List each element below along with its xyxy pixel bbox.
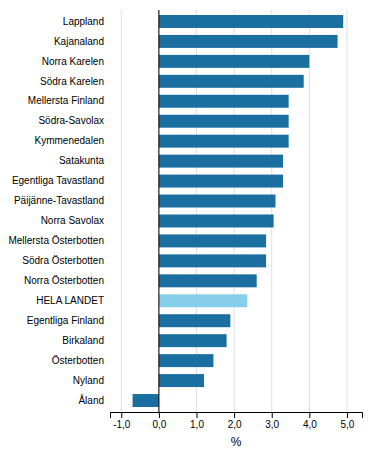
y-axis: Lappland Kajanaland Norra Karelen Södra Kar…	[8, 16, 110, 406]
x-tick-label: 3,0	[265, 419, 279, 430]
y-tick-label: Norra Savolax	[41, 215, 104, 226]
y-tick: Södra-Savolax	[38, 115, 110, 126]
x-tick: -1,0	[113, 412, 131, 430]
bar	[159, 135, 289, 148]
bar	[159, 15, 343, 28]
chart: -1,0 0,0 1,0 2,0 3,0 4,0 5,0 Lappland Kajanaland…	[0, 0, 378, 454]
x-tick-label: 5,0	[341, 419, 355, 430]
y-tick-label: Södra Österbotten	[22, 255, 104, 266]
bar	[159, 254, 266, 267]
y-tick-label: HELA LANDET	[36, 295, 104, 306]
y-tick-label: Södra Karelen	[40, 76, 104, 87]
y-tick: Birkaland	[62, 335, 110, 346]
x-tick-label: -1,0	[113, 419, 131, 430]
y-tick: Norra Karelen	[42, 56, 110, 67]
y-tick-label: Satakunta	[59, 155, 104, 166]
x-tick: 5,0	[341, 412, 355, 430]
plot: -1,0 0,0 1,0 2,0 3,0 4,0 5,0 Lappland Kajanaland…	[8, 10, 362, 430]
x-axis-line	[111, 413, 363, 419]
y-tick: Åland	[78, 394, 110, 406]
bar	[159, 354, 214, 367]
x-tick: 3,0	[265, 412, 279, 430]
x-axis: -1,0 0,0 1,0 2,0 3,0 4,0 5,0	[111, 412, 363, 430]
y-tick: Egentliga Finland	[27, 315, 110, 326]
y-tick-label: Österbotten	[52, 355, 104, 366]
y-tick-label: Nyland	[73, 375, 104, 386]
y-tick: Österbotten	[52, 355, 110, 366]
y-tick: Lappland	[63, 16, 110, 27]
y-tick: Södra Österbotten	[22, 255, 110, 266]
x-tick-mark	[121, 412, 122, 418]
grid-line	[309, 10, 310, 412]
grid-line	[158, 10, 159, 412]
bar	[159, 234, 266, 247]
grid-line	[271, 10, 272, 412]
bar	[159, 115, 289, 128]
y-tick: Kajanaland	[54, 36, 110, 47]
bar	[159, 35, 338, 48]
x-tick-mark	[347, 412, 348, 418]
x-tick: 0,0	[152, 412, 166, 430]
x-tick-mark	[272, 412, 273, 418]
bars	[133, 10, 344, 412]
y-tick-label: Kymmenedalen	[35, 135, 104, 146]
x-tick: 1,0	[190, 412, 204, 430]
bar	[159, 294, 247, 307]
bar	[159, 75, 304, 88]
bar	[159, 175, 283, 188]
grid	[121, 10, 347, 412]
grid-line	[196, 10, 197, 412]
baseline	[158, 10, 159, 412]
y-tick: Södra Karelen	[40, 76, 110, 87]
x-tick-label: 4,0	[303, 419, 317, 430]
x-tick-label: 0,0	[152, 419, 166, 430]
bar	[159, 195, 276, 208]
y-tick: Kymmenedalen	[35, 135, 110, 146]
x-tick-mark	[159, 412, 160, 418]
grid-line	[121, 10, 122, 412]
bar	[159, 274, 257, 287]
y-tick-label: Norra Karelen	[42, 56, 104, 67]
y-tick-label: Norra Österbotten	[24, 275, 104, 286]
y-tick-label: Mellersta Finland	[28, 95, 104, 106]
y-tick-label: Päijänne-Tavastland	[14, 195, 104, 206]
y-tick: Norra Österbotten	[24, 275, 110, 286]
bar	[159, 55, 309, 68]
y-tick: Norra Savolax	[41, 215, 110, 226]
y-tick-label: Birkaland	[62, 335, 104, 346]
bar	[159, 334, 227, 347]
y-tick-label: Egentliga Tavastland	[12, 175, 104, 186]
grid-line	[234, 10, 235, 412]
x-tick-mark	[197, 412, 198, 418]
y-tick: Satakunta	[59, 155, 110, 166]
bar	[159, 214, 274, 227]
y-tick: Egentliga Tavastland	[12, 175, 110, 186]
grid-line	[346, 10, 347, 412]
x-tick-mark	[309, 412, 310, 418]
x-tick-label: 2,0	[228, 419, 242, 430]
y-tick-label: Åland	[78, 394, 104, 406]
y-tick: Päijänne-Tavastland	[14, 195, 110, 206]
x-tick: 2,0	[228, 412, 242, 430]
bar	[133, 394, 159, 407]
bar	[159, 155, 283, 168]
bar	[159, 374, 204, 387]
y-tick: Mellersta Österbotten	[8, 235, 110, 246]
bar	[159, 314, 230, 327]
x-tick-mark	[234, 412, 235, 418]
y-tick: Nyland	[73, 375, 110, 386]
y-tick-label: Kajanaland	[54, 36, 104, 47]
y-tick: Mellersta Finland	[28, 95, 110, 106]
y-tick-label: Södra-Savolax	[38, 115, 104, 126]
y-tick-label: Lappland	[63, 16, 104, 27]
x-tick: 4,0	[303, 412, 317, 430]
bar	[159, 95, 289, 108]
x-tick-label: 1,0	[190, 419, 204, 430]
y-tick: HELA LANDET	[36, 295, 110, 306]
y-tick-label: Mellersta Österbotten	[8, 235, 104, 246]
y-tick-label: Egentliga Finland	[27, 315, 104, 326]
x-axis-title: %	[231, 435, 242, 449]
